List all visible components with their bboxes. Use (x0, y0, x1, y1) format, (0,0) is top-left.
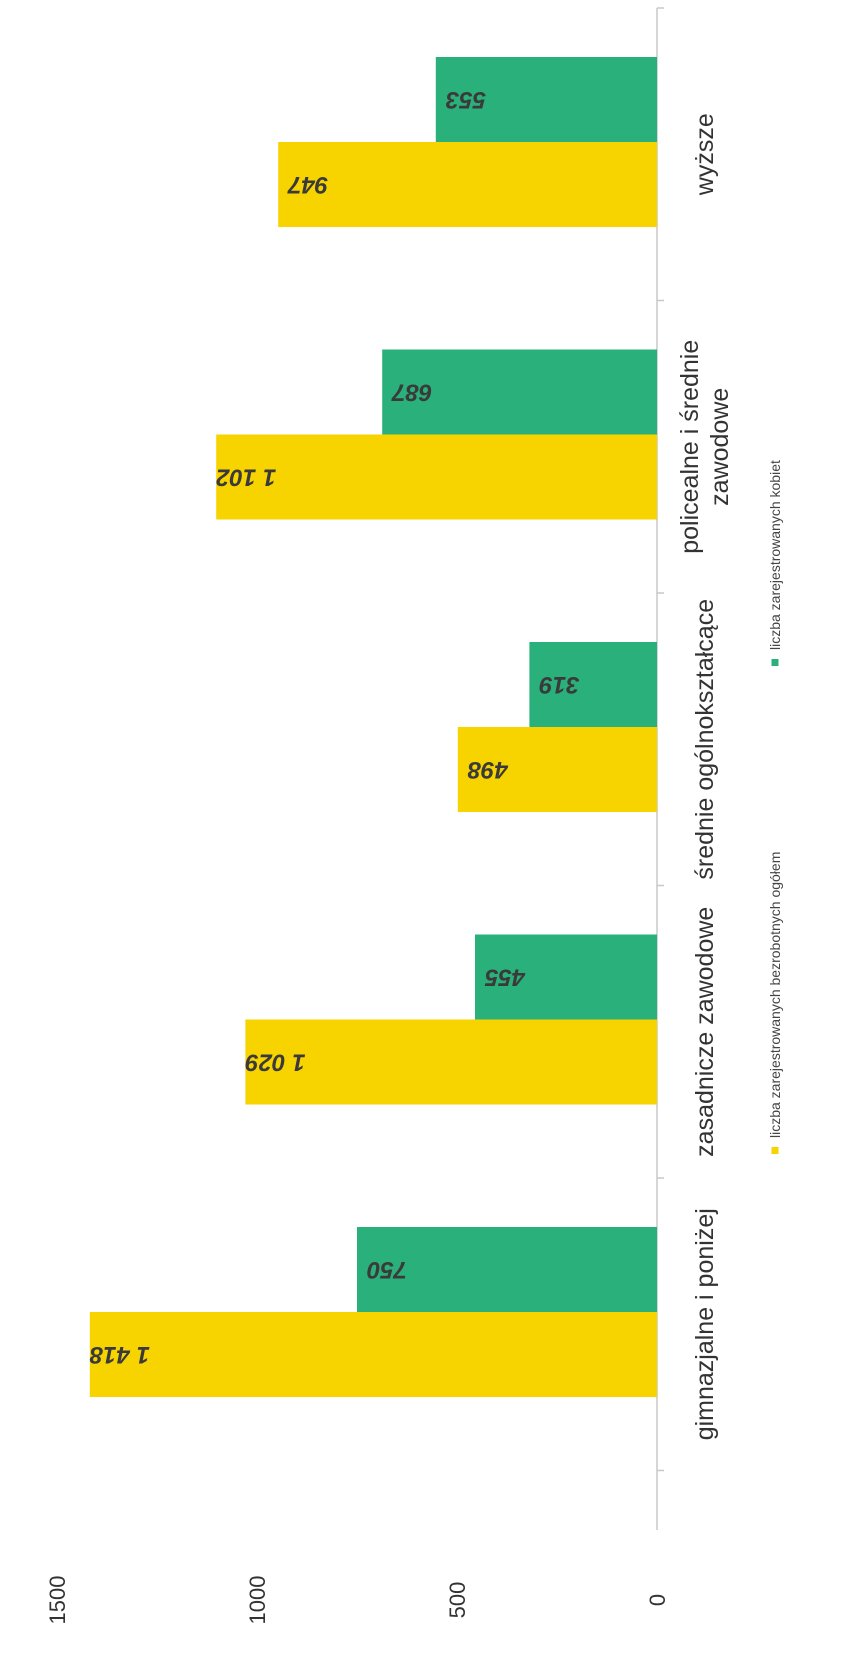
legend-swatch (771, 659, 779, 666)
category-label: zasadnicze zawodowe (691, 907, 719, 1157)
bar-data-label: 1 029 (245, 1049, 306, 1076)
value-tick-label: 0 (645, 1594, 670, 1606)
category-label: wyższe (691, 113, 719, 196)
value-tick-label: 1500 (45, 1576, 70, 1625)
bar-data-label: 1 418 (89, 1341, 150, 1368)
bar-data-label: 455 (484, 964, 526, 991)
value-axis-ticks: 0 500 1000 1500 (45, 1576, 670, 1625)
bar-women-unemployed (475, 934, 657, 1020)
bar-data-label: 947 (287, 171, 329, 198)
category-label: średnie ogólnokształcące (691, 599, 719, 880)
bar-women-unemployed (382, 349, 657, 435)
bar-total-unemployed (278, 142, 657, 227)
value-tick-label: 1000 (245, 1576, 270, 1625)
value-tick-label: 500 (445, 1582, 470, 1619)
bar-data-label: 498 (467, 756, 509, 783)
bar-total-unemployed (245, 1019, 657, 1105)
bar-women-unemployed (357, 1227, 657, 1312)
bar-data-label: 319 (539, 671, 580, 698)
bar-data-label: 750 (366, 1256, 407, 1283)
bar-total-unemployed (457, 727, 657, 812)
bar-data-label: 687 (391, 379, 433, 406)
chart-bars: 947 1 102 498 1 029 1 418 553 687 319 455 750 (89, 57, 658, 1397)
bar-women-unemployed (435, 57, 657, 142)
bar-data-label: 1 102 (216, 464, 277, 491)
chart-legend: liczba zarejestrowanych bezrobotnych ogó… (767, 460, 783, 1154)
legend-label: liczba zarejestrowanych bezrobotnych ogó… (767, 852, 783, 1138)
category-label: policealne i średnie (676, 340, 704, 554)
bar-total-unemployed (89, 1312, 658, 1397)
bar-women-unemployed (529, 642, 657, 727)
bar-total-unemployed (216, 434, 657, 520)
legend-swatch (771, 1147, 779, 1154)
bar-data-label: 553 (445, 86, 486, 113)
legend-label: liczba zarejestrowanych kobiet (767, 460, 783, 650)
category-labels: wyższe policealne i średnie zawodowe średni… (676, 113, 734, 1440)
chart-axes (656, 7, 664, 1530)
category-label: gimnazjalne i poniżej (691, 1208, 719, 1440)
category-label: zawodowe (706, 388, 734, 506)
